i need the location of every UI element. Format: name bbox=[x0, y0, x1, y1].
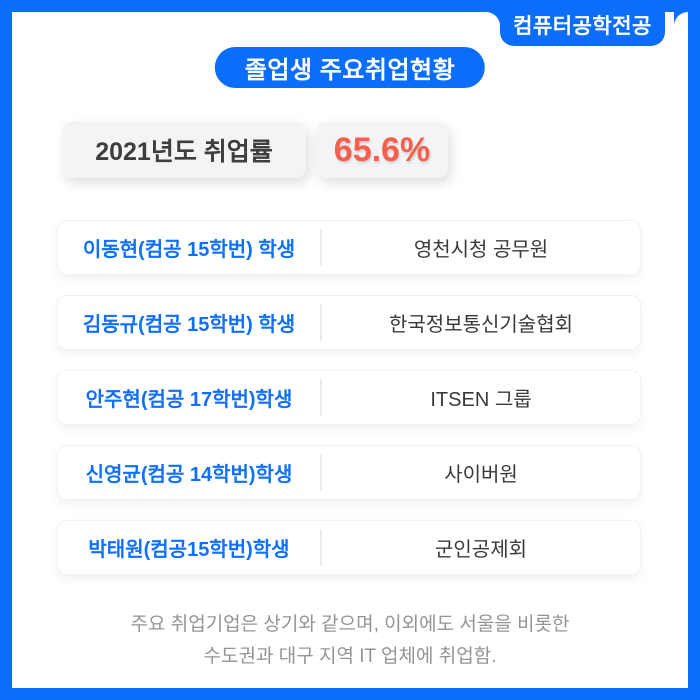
tab-fillet-right bbox=[674, 12, 688, 26]
student-name: 김동규(컴공 15학번) 학생 bbox=[82, 314, 296, 336]
major-badge-label: 컴퓨터공학전공 bbox=[513, 14, 652, 38]
column-divider bbox=[320, 454, 322, 491]
student-name: 안주현(컴공 17학번)학생 bbox=[85, 389, 293, 411]
company-name: 군인공제회 bbox=[435, 539, 527, 561]
employment-rate-value: 65.6% bbox=[333, 130, 431, 169]
company-name: 영천시청 공무원 bbox=[413, 239, 549, 261]
company-name: 한국정보통신기술협회 bbox=[389, 314, 573, 336]
employment-rate-label: 2021년도 취업률 bbox=[95, 138, 273, 166]
employment-rate-value-box: 65.6% bbox=[316, 122, 448, 178]
footer-note: 주요 취업기업은 상기와 같으며, 이외에도 서울을 비롯한 수도권과 대구 지… bbox=[0, 609, 700, 673]
student-name: 신영균(컴공 14학번)학생 bbox=[85, 464, 293, 486]
page-title-pill: 졸업생 주요취업현황 bbox=[214, 47, 486, 88]
column-divider bbox=[320, 304, 322, 341]
table-row: 이동현(컴공 15학번) 학생 영천시청 공무원 bbox=[57, 220, 641, 275]
company-name: 사이버원 bbox=[444, 464, 518, 486]
footer-note-line2: 수도권과 대구 지역 IT 업체에 취업함. bbox=[203, 646, 497, 667]
tab-fillet-left bbox=[486, 12, 500, 26]
company-name: ITSEN 그룹 bbox=[430, 389, 532, 411]
student-name: 이동현(컴공 15학번) 학생 bbox=[82, 239, 296, 261]
footer-note-line1: 주요 취업기업은 상기와 같으며, 이외에도 서울을 비롯한 bbox=[130, 614, 570, 635]
employment-rate-label-box: 2021년도 취업률 bbox=[62, 122, 306, 178]
column-divider bbox=[320, 379, 322, 416]
table-row: 김동규(컴공 15학번) 학생 한국정보통신기술협회 bbox=[57, 295, 641, 350]
employment-table: 이동현(컴공 15학번) 학생 영천시청 공무원 김동규(컴공 15학번) 학생… bbox=[57, 220, 641, 595]
student-name: 박태원(컴공15학번)학생 bbox=[88, 539, 290, 561]
table-row: 신영균(컴공 14학번)학생 사이버원 bbox=[57, 445, 641, 500]
major-badge: 컴퓨터공학전공 bbox=[500, 0, 665, 46]
column-divider bbox=[320, 229, 322, 266]
table-row: 박태원(컴공15학번)학생 군인공제회 bbox=[57, 520, 641, 575]
column-divider bbox=[320, 529, 322, 566]
table-row: 안주현(컴공 17학번)학생 ITSEN 그룹 bbox=[57, 370, 641, 425]
page-title: 졸업생 주요취업현황 bbox=[244, 57, 456, 84]
